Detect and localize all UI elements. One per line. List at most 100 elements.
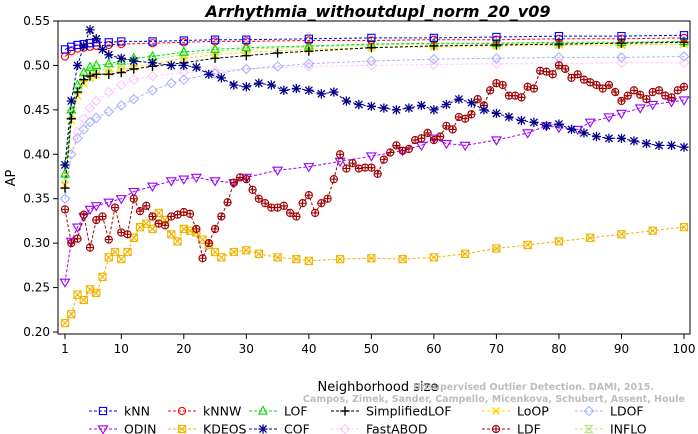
data-point-ldf	[185, 209, 195, 219]
data-point-ldof	[616, 52, 627, 63]
data-point-ldf	[517, 93, 526, 102]
data-point-ldof	[59, 193, 71, 205]
data-point-ldf	[142, 201, 151, 210]
data-point-odin	[178, 175, 190, 185]
watermark-line-1: Unsupervised Outlier Detection. DAMI, 20…	[413, 382, 654, 393]
data-point-ldf	[285, 208, 295, 218]
data-point-cof	[116, 53, 126, 63]
data-point-cof	[241, 82, 251, 92]
data-point-cof	[354, 99, 364, 110]
data-point-cof	[97, 44, 108, 55]
data-point-odin	[603, 113, 615, 123]
data-point-fastabod	[147, 70, 158, 82]
data-point-ldf	[498, 80, 507, 90]
data-point-fastabod	[428, 59, 440, 70]
data-point-ldf	[598, 84, 607, 93]
data-point-knn	[148, 37, 157, 46]
data-point-cof	[179, 60, 189, 71]
data-point-odin	[146, 182, 159, 192]
data-point-ldf	[317, 199, 326, 208]
legend: kNN kNNW LOF SimplifiedLOF LoOP LDOF ODIN KDEOS…	[89, 404, 647, 434]
data-point-ldf	[648, 87, 657, 97]
data-point-kdeos	[67, 310, 76, 319]
legend-marker-kdeos	[177, 424, 187, 434]
data-point-cof	[491, 108, 502, 119]
data-point-ldof	[303, 58, 315, 70]
data-point-kdeos	[173, 237, 182, 246]
data-point-odin	[522, 129, 534, 139]
data-point-cof	[66, 96, 76, 106]
plot-frame	[57, 20, 691, 335]
data-point-knn	[60, 45, 70, 54]
data-point-inflo	[116, 61, 127, 70]
data-point-simplifiedlof	[210, 53, 220, 63]
data-point-simplifiedlof	[272, 48, 283, 58]
data-point-fastabod	[90, 95, 102, 107]
data-point-ldf	[73, 234, 82, 243]
data-point-lof	[59, 168, 71, 178]
legend-marker-odin	[97, 425, 109, 434]
data-point-simplifiedlof	[104, 69, 114, 79]
data-point-kdeos	[167, 230, 176, 239]
data-point-cof	[204, 69, 214, 79]
data-point-ldf	[573, 70, 582, 79]
legend-item-knnw: kNNW	[168, 404, 241, 419]
data-point-lof	[103, 57, 114, 68]
data-point-ldf	[342, 164, 351, 173]
series-fastabod	[59, 57, 690, 205]
data-point-ldof	[428, 53, 440, 65]
x-tick-label: 70	[489, 342, 504, 356]
data-point-simplifiedlof	[129, 64, 139, 74]
data-point-ldf	[192, 224, 201, 234]
data-point-ldf	[554, 61, 564, 70]
data-point-cof	[654, 140, 664, 150]
x-tick-label: 1	[61, 342, 69, 356]
data-point-ldof	[365, 55, 377, 67]
data-point-knn	[73, 40, 82, 50]
data-point-fastabod	[491, 58, 502, 70]
data-point-ldf	[529, 84, 539, 93]
data-point-cof	[616, 133, 627, 143]
data-point-kdeos	[492, 244, 501, 253]
data-point-cof	[279, 85, 289, 95]
legend-item-lof: LOF	[249, 404, 308, 419]
data-point-ldf	[123, 230, 132, 239]
data-point-simplifiedlof	[304, 46, 314, 56]
data-point-cof	[266, 80, 276, 90]
data-point-kdeos	[60, 318, 70, 328]
data-point-ldof	[78, 124, 90, 135]
data-point-ldof	[128, 93, 140, 105]
data-point-cof	[479, 105, 489, 115]
data-point-simplifiedlof	[116, 67, 126, 78]
data-point-kdeos	[617, 230, 626, 239]
data-point-cof	[429, 105, 439, 115]
series-ldof	[59, 51, 690, 205]
data-point-ldf	[404, 144, 414, 154]
data-point-ldf	[436, 132, 445, 141]
data-point-cof	[604, 133, 614, 143]
data-point-cof	[341, 96, 351, 106]
data-point-simplifiedlof	[72, 87, 83, 97]
data-point-ldf	[279, 201, 288, 210]
data-point-cof	[454, 94, 464, 104]
data-point-cof	[629, 136, 639, 146]
data-point-kdeos	[148, 224, 157, 234]
data-point-ldf	[229, 178, 238, 187]
data-point-simplifiedlof	[491, 40, 502, 50]
data-point-inflo	[178, 50, 189, 59]
data-point-knn	[117, 37, 126, 46]
series-ldf	[60, 61, 689, 263]
data-point-knn	[367, 33, 376, 43]
data-point-odin	[71, 223, 84, 233]
series-line-lof	[64, 40, 685, 174]
x-tick-label: 50	[364, 342, 379, 356]
data-point-fastabod	[209, 65, 221, 77]
data-point-ldof	[147, 84, 158, 96]
x-tick-label: 40	[301, 342, 316, 356]
data-point-cof	[516, 115, 527, 126]
legend-label-fastabod: FastABOD	[366, 422, 428, 434]
data-point-cof	[254, 78, 264, 88]
data-point-ldf	[335, 150, 345, 159]
